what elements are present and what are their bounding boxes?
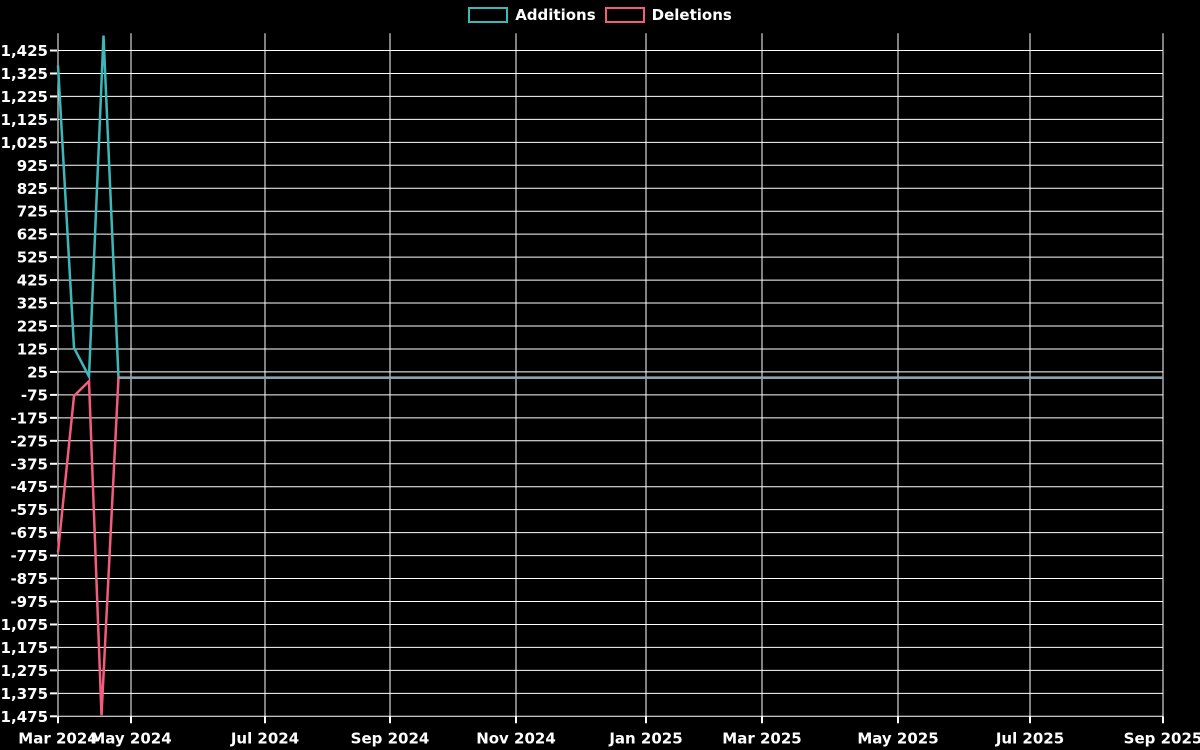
x-axis-label: Mar 2025 [722, 729, 801, 747]
chart-legend: Additions Deletions [0, 7, 1200, 23]
x-axis-label: Nov 2024 [476, 729, 556, 747]
y-axis-label: 1,025 [1, 134, 48, 152]
x-axis-label: Jul 2025 [995, 729, 1064, 747]
y-axis-label: 525 [17, 249, 48, 267]
additions-swatch-icon [468, 7, 509, 23]
x-axis-label: Mar 2024 [18, 729, 97, 747]
y-axis-label: -175 [10, 409, 48, 427]
y-axis-label: -1,475 [0, 708, 48, 726]
y-axis-label: 725 [17, 203, 48, 221]
x-axis-label: May 2025 [857, 729, 938, 747]
y-axis-label: 325 [17, 295, 48, 313]
deletions-swatch-icon [604, 7, 645, 23]
y-axis-label: -1,275 [0, 662, 48, 680]
x-axis-label: Sep 2024 [351, 729, 430, 747]
y-axis-label: -975 [10, 593, 48, 611]
y-axis-label: -475 [10, 478, 48, 496]
y-axis-label: 225 [17, 318, 48, 336]
y-axis-label: 1,325 [1, 65, 48, 83]
legend-item-additions[interactable]: Additions [468, 5, 596, 24]
legend-item-deletions[interactable]: Deletions [604, 5, 732, 24]
deletions-line [56, 376, 1163, 716]
y-axis-label: -1,375 [0, 685, 48, 703]
y-axis-label: -675 [10, 524, 48, 542]
x-axis-label: Sep 2025 [1124, 729, 1200, 747]
additions-legend-label: Additions [515, 5, 596, 24]
y-axis-label: 125 [17, 340, 48, 358]
y-axis-label: 825 [17, 180, 48, 198]
x-axis-label: Jul 2024 [230, 729, 299, 747]
y-axis-label: -275 [10, 432, 48, 450]
y-axis-label: -575 [10, 501, 48, 519]
y-axis-label: 1,225 [1, 88, 48, 106]
y-axis-label: 25 [27, 363, 48, 381]
y-axis-label: -775 [10, 547, 48, 565]
y-axis-label: 625 [17, 226, 48, 244]
y-axis-label: 925 [17, 157, 48, 175]
y-axis-label: -75 [21, 386, 48, 404]
y-axis-label: -1,175 [0, 639, 48, 657]
y-axis-label: -875 [10, 570, 48, 588]
x-axis-label: May 2024 [90, 729, 171, 747]
y-axis-label: -1,075 [0, 616, 48, 634]
y-axis-label: 425 [17, 272, 48, 290]
y-axis-label: 1,125 [1, 111, 48, 129]
deletions-legend-label: Deletions [651, 5, 732, 24]
x-axis-label: Jan 2025 [608, 729, 682, 747]
y-axis-label: -375 [10, 455, 48, 473]
y-axis-label: 1,425 [1, 42, 48, 60]
